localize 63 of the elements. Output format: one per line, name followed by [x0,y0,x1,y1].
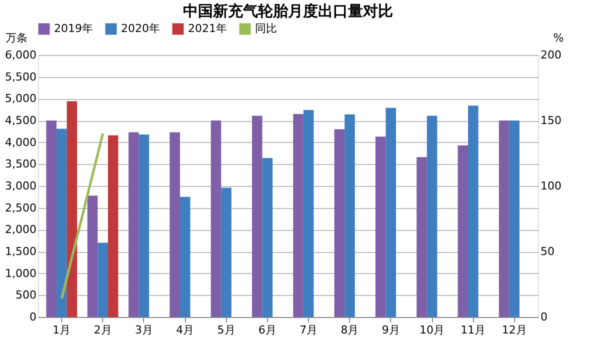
bar [128,132,139,317]
bar [416,157,427,317]
legend-label: 2019年 [54,22,93,35]
y-tick-label: 3,500 [5,158,36,171]
y-tick-label: 6,000 [5,48,36,62]
y-tick-label: 500 [16,288,36,302]
x-tick-label: 5月 [217,324,236,336]
y2-tick-label: 150 [540,114,562,127]
y-tick-label: 2,500 [5,201,36,214]
bar [108,135,118,317]
x-tick-label: 4月 [176,324,194,336]
x-tick-label: 9月 [382,324,400,336]
y-tick-label: 4,000 [5,136,36,149]
y2-axis-title: % [553,32,564,44]
bar [509,120,520,317]
y-tick-label: 4,500 [5,114,36,127]
y-tick-label: 3,000 [5,180,36,192]
x-tick-label: 6月 [258,324,276,336]
bar [468,106,478,317]
bar [252,116,262,317]
x-tick-label: 11月 [460,324,486,336]
bar [426,116,438,317]
y-tick-label: 5,000 [5,92,36,106]
bar [293,114,304,317]
y-tick-label: 5,500 [5,70,36,84]
x-tick-label: 7月 [300,324,318,336]
x-tick-label: 10月 [420,324,445,336]
bar [375,136,386,317]
bar [87,196,98,317]
x-tick-label: 8月 [340,324,359,336]
legend-label: 2020年 [121,22,160,35]
y2-tick-label: 100 [540,180,562,192]
legend-label: 同比 [255,22,277,35]
bar [66,101,78,317]
bar [180,196,190,317]
bar [303,110,314,317]
bar [221,188,232,317]
bar [262,158,273,317]
y-tick-label: 1,000 [5,266,36,280]
bar [344,114,355,317]
x-tick-label: 3月 [134,324,153,336]
y-tick-label: 2,000 [5,223,36,236]
bar [170,132,180,317]
y2-tick-label: 0 [540,310,548,324]
bar [56,128,67,317]
bar [386,108,396,317]
y-tick-label: 0 [30,310,36,324]
x-tick-label: 12月 [502,324,527,336]
y2-tick-label: 50 [540,245,554,258]
bar [46,120,57,317]
bar [210,120,222,317]
legend-label: 2021年 [188,22,227,35]
y2-tick-label: 200 [540,48,562,62]
x-tick-label: 1月 [52,324,71,336]
bar [138,134,150,317]
bar [98,242,108,317]
chart-title: 中国新充气轮胎月度出口量对比 [183,2,393,20]
y-axis-title: 万条 [6,32,28,44]
bar [334,129,345,317]
x-tick-label: 2月 [94,324,112,336]
y-tick-label: 1,500 [5,245,36,258]
bar [498,120,510,317]
bar [458,145,468,317]
